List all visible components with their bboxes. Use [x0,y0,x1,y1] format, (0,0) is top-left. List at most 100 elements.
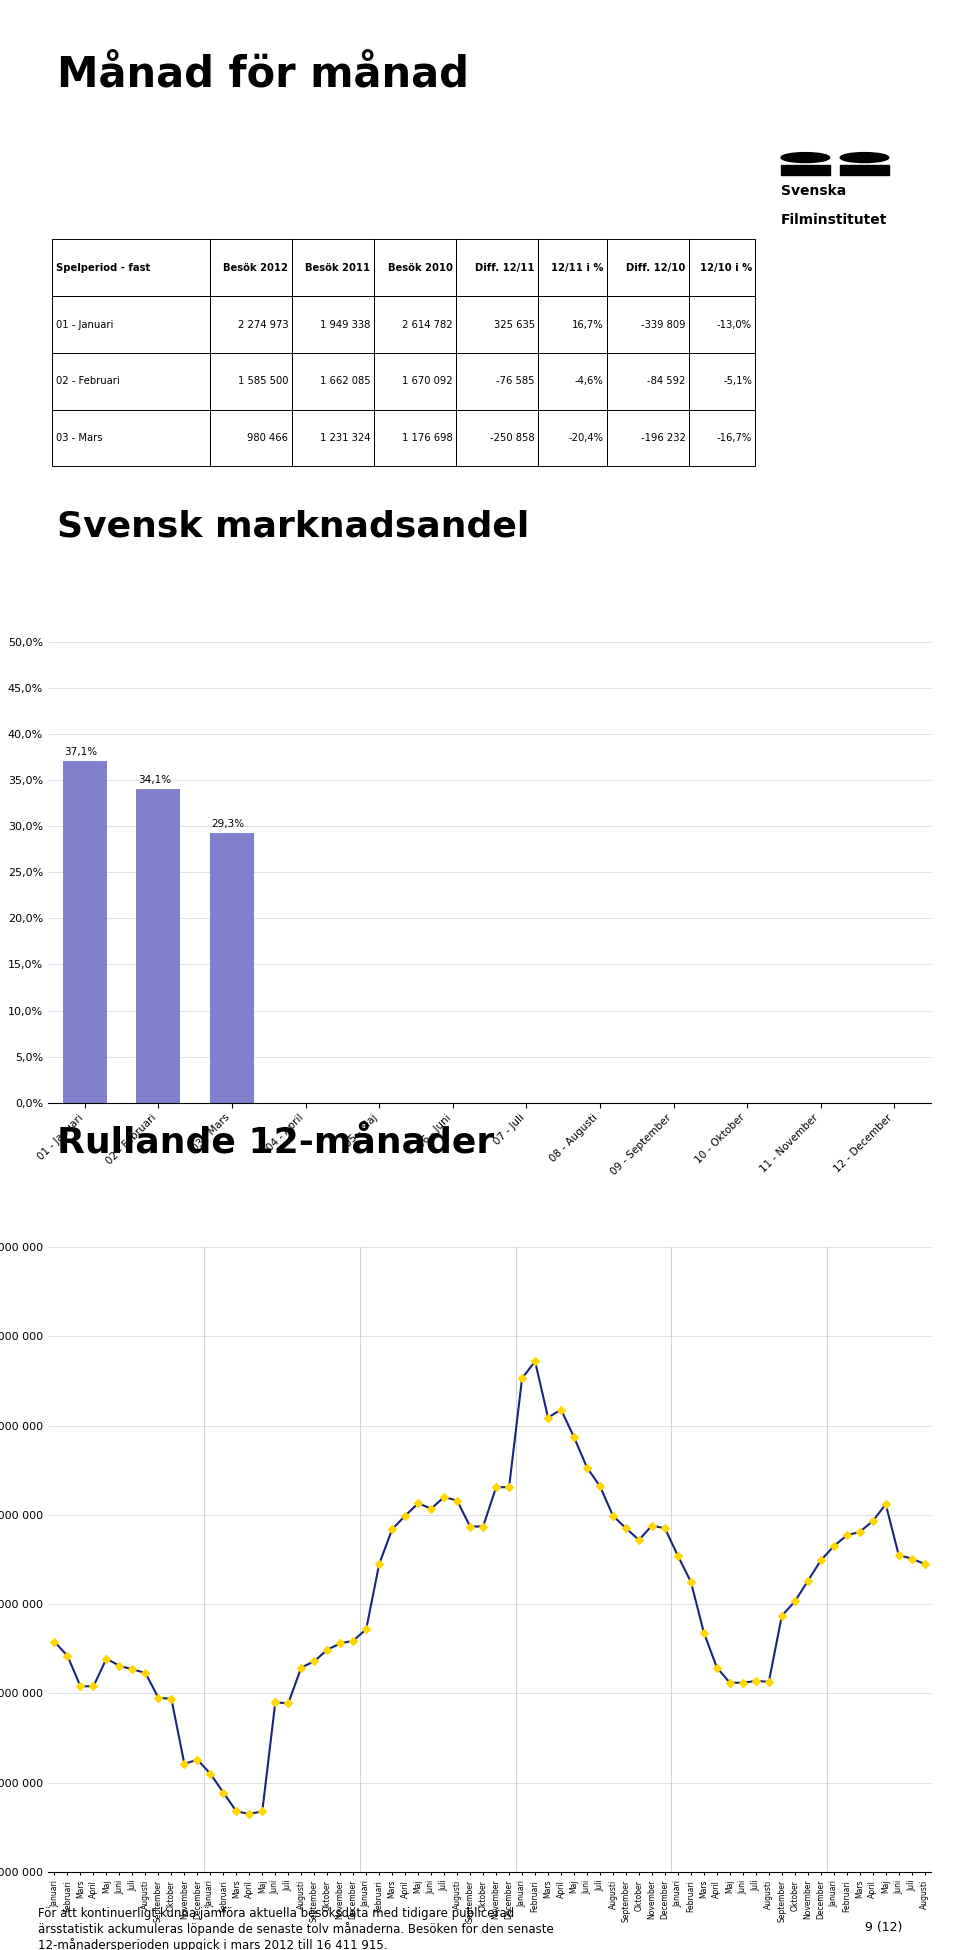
Bar [292,353,373,410]
Bar [209,240,292,296]
Point [904,1542,920,1574]
Bar [607,353,689,410]
Text: Diff. 12/10: Diff. 12/10 [627,263,685,273]
Point [99,1644,114,1675]
Text: -196 232: -196 232 [640,433,685,443]
Text: Besök 2011: Besök 2011 [305,263,371,273]
Point [228,1796,244,1827]
Text: 29,3%: 29,3% [211,819,245,829]
Bar [456,240,539,296]
Text: -16,7%: -16,7% [717,433,752,443]
Text: 1 585 500: 1 585 500 [238,376,288,386]
Text: 1 662 085: 1 662 085 [320,376,371,386]
Point [696,1617,711,1648]
Text: Månad för månad: Månad för månad [57,53,468,96]
Point [839,1519,854,1550]
Text: 16,7%: 16,7% [572,320,604,330]
Point [800,1566,815,1597]
Bar [539,353,607,410]
Point [60,1640,75,1671]
Point [761,1665,777,1696]
Point [852,1517,868,1548]
Text: Rullande 12-månader: Rullande 12-månader [57,1127,494,1160]
Point [125,1654,140,1685]
Bar [53,296,209,353]
Bar [209,410,292,466]
Text: 1 949 338: 1 949 338 [320,320,371,330]
Text: -76 585: -76 585 [496,376,535,386]
Point [475,1511,491,1542]
Text: Svensk marknadsandel: Svensk marknadsandel [57,509,529,542]
Text: 9 (12): 9 (12) [865,1921,901,1934]
Point [190,1743,205,1774]
Point [579,1453,594,1484]
Bar [53,240,209,296]
Bar [539,240,607,296]
Point [813,1544,828,1576]
Bar [292,296,373,353]
Text: 03 - Mars: 03 - Mars [56,433,103,443]
Bar [53,353,209,410]
Bar [373,240,456,296]
Text: 2 614 782: 2 614 782 [402,320,452,330]
Point [618,1513,634,1544]
Point [372,1548,387,1580]
Bar [607,296,689,353]
Text: För att kontinuerligt kunna jämföra aktuella besöksdata med tidigare publicerad
: För att kontinuerligt kunna jämföra aktu… [38,1907,554,1950]
Bar [136,788,180,1102]
Point [216,1776,231,1808]
Point [787,1585,803,1617]
Text: 980 466: 980 466 [248,433,288,443]
Text: 34,1%: 34,1% [138,774,171,786]
Bar [689,240,756,296]
Bar [292,240,373,296]
Point [111,1650,127,1681]
Point [385,1513,400,1544]
Bar [689,296,756,353]
Point [320,1634,335,1665]
Point [774,1601,789,1632]
Point [606,1500,621,1531]
Bar [607,240,689,296]
Point [73,1671,88,1702]
FancyBboxPatch shape [781,164,829,176]
Point [254,1796,270,1827]
Bar [456,296,539,353]
Point [397,1500,413,1531]
Bar [539,296,607,353]
Point [515,1363,530,1394]
Point [306,1646,322,1677]
Text: Filminstitutet: Filminstitutet [781,213,887,226]
Point [47,1626,62,1658]
Point [242,1798,257,1829]
Point [423,1494,439,1525]
Text: 02 - Februari: 02 - Februari [56,376,120,386]
Bar [210,833,254,1102]
Bar [53,410,209,466]
Point [632,1525,647,1556]
Point [592,1470,608,1502]
Bar [689,410,756,466]
Point [164,1683,180,1714]
Bar [456,353,539,410]
Point [332,1628,348,1659]
Point [644,1509,660,1540]
Text: 1 670 092: 1 670 092 [402,376,452,386]
Point [658,1513,673,1544]
Point [268,1687,283,1718]
Point [748,1665,763,1696]
Bar [209,353,292,410]
Point [735,1667,751,1698]
Text: Besök 2012: Besök 2012 [224,263,288,273]
Point [449,1486,465,1517]
Point [827,1531,842,1562]
Point [358,1613,373,1644]
Point [553,1394,568,1425]
FancyBboxPatch shape [840,164,889,176]
Point [203,1759,218,1790]
Point [294,1652,309,1683]
Text: Svenska: Svenska [781,183,847,197]
Text: -5,1%: -5,1% [723,376,752,386]
Text: 37,1%: 37,1% [64,747,97,757]
Bar [209,296,292,353]
